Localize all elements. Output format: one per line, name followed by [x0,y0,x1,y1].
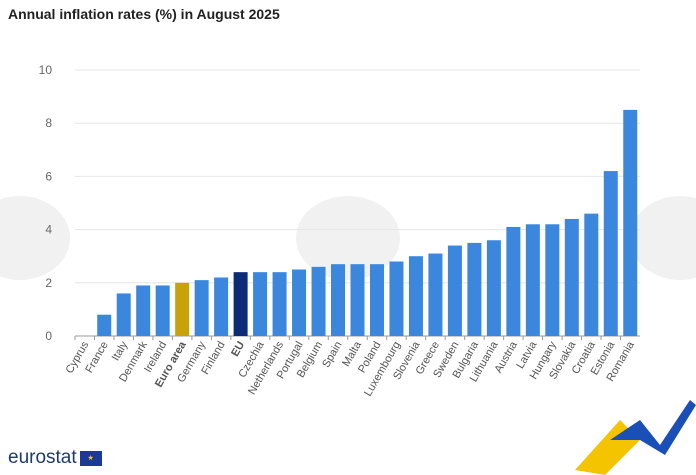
bar-austria[interactable] [506,226,521,336]
bar-luxembourg[interactable] [389,261,404,336]
bar-germany[interactable] [194,280,209,336]
bar-france[interactable] [97,314,112,336]
x-tick-label: Spain [320,340,344,370]
bar-latvia[interactable] [525,224,540,336]
bar-hungary[interactable] [545,224,560,336]
eurostat-logo: eurostat ★ [8,447,102,469]
y-tick-label: 10 [39,63,53,77]
bar-euro-area[interactable] [175,282,190,336]
bar-eu[interactable] [233,272,248,336]
bar-ireland[interactable] [155,285,170,336]
bar-croatia[interactable] [584,213,599,336]
y-tick-label: 6 [45,169,52,183]
bar-slovenia[interactable] [408,256,423,336]
bar-poland[interactable] [369,264,384,336]
bar-greece[interactable] [428,253,443,336]
chart-title: Annual inflation rates (%) in August 202… [8,6,280,22]
bta-watermark [0,196,696,280]
bar-romania[interactable] [623,109,638,337]
bar-slovakia[interactable] [564,218,579,336]
y-tick-label: 0 [45,329,52,343]
bar-lithuania[interactable] [486,240,501,336]
bar-czechia[interactable] [253,272,268,336]
y-tick-label: 8 [45,116,52,130]
logo-text: eurostat [8,447,77,468]
bar-finland[interactable] [214,277,229,336]
bar-belgium[interactable] [311,266,326,336]
bar-denmark[interactable] [136,285,151,336]
bar-spain[interactable] [331,264,346,336]
bar-estonia[interactable] [603,171,618,336]
y-tick-label: 2 [45,276,52,290]
eu-flag-icon: ★ [79,450,102,466]
bar-sweden[interactable] [447,245,462,336]
bar-bulgaria[interactable] [467,242,482,336]
bar-netherlands[interactable] [272,272,287,336]
bar-malta[interactable] [350,264,365,336]
x-tick-label: EU [229,339,247,358]
bar-portugal[interactable] [292,269,307,337]
bar-italy[interactable] [116,293,131,336]
decorative-stripe [575,400,696,475]
y-tick-label: 4 [45,223,52,237]
